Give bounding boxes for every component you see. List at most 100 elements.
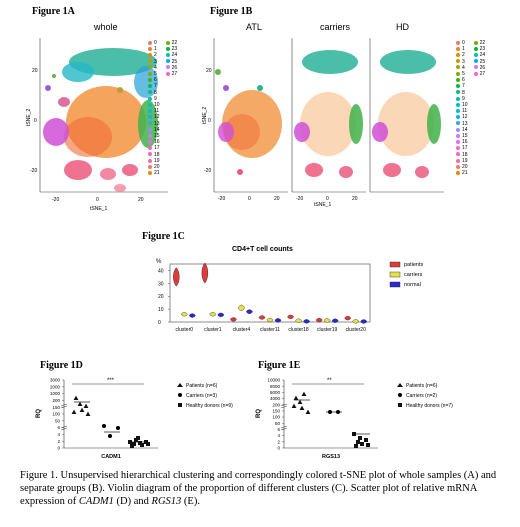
legend-label: 16: [462, 139, 468, 146]
legend-label: 25: [479, 58, 486, 65]
legend-dot: [148, 90, 152, 95]
legend-label: 14: [154, 126, 160, 133]
violin-shape-normal: [360, 319, 367, 324]
scatter-point-carrier: [108, 434, 112, 438]
legend-entry: 2: [148, 52, 160, 58]
legend-label: 6: [462, 77, 465, 84]
violin-category-label: cluster11: [260, 327, 280, 333]
fig1a-legend: 0 1 2 3 4 5 6 7 8 9 10 11 12 13 14 15 16 17 18 19 20 21 22 23 2…: [148, 40, 177, 176]
violin-shape-patients: [173, 267, 180, 287]
scatter-ytick-label: 150: [272, 409, 280, 414]
violin-ylabel: %: [156, 259, 162, 265]
scatter-point-patient: [71, 409, 77, 414]
fig1a-tsne-plot: tSNE_2 tSNE_1 -20 0 20 20 0 -20: [26, 38, 168, 212]
legend-label: 25: [171, 58, 178, 65]
legend-entry: 1: [148, 46, 160, 52]
fig1b-title-hd: HD: [396, 22, 409, 32]
legend-label: 27: [171, 71, 178, 78]
scatter-ytick-label: 4000: [270, 396, 281, 401]
caption-text-2: (D) and: [113, 496, 152, 507]
violin-shape-carriers: [323, 318, 331, 323]
fig1a-label: Figure 1A: [32, 6, 75, 17]
scatter-point-donor: [356, 440, 360, 444]
legend-dot: [456, 71, 460, 76]
legend-label: 14: [462, 126, 468, 133]
legend-entry: 23: [165, 46, 177, 52]
legend-dot: [473, 65, 478, 70]
fig1b-xtick: -20: [218, 196, 225, 202]
legend-label: 20: [462, 164, 468, 171]
legend-dot: [165, 46, 170, 51]
legend-entry: 16: [148, 139, 160, 145]
violin-shape-carriers: [238, 304, 245, 311]
legend-label: 18: [462, 151, 468, 158]
fig1b-xtick: -20: [296, 196, 303, 202]
scatter-point-donor: [136, 436, 140, 440]
legend-label: 2: [154, 52, 157, 59]
scatter-axis-break: [280, 425, 288, 431]
fig1a-title: whole: [94, 22, 118, 32]
legend-entry: 9: [148, 96, 160, 102]
legend-dot: [456, 59, 460, 64]
legend-label: 8: [462, 89, 465, 96]
fig1c-violin-plot: % 40 30 20 10 0 cluster0 cluster1 cluster4 cluste…: [156, 259, 424, 333]
fig1a-ytick: 20: [32, 68, 38, 74]
scatter-point-patient: [291, 403, 297, 408]
fig1b-xtick: 20: [274, 196, 280, 202]
legend-dot: [165, 59, 170, 64]
legend-entry: 21: [456, 170, 468, 176]
legend-entry: 12: [148, 114, 160, 120]
legend-dot: [456, 152, 460, 157]
legend-label: 13: [154, 120, 160, 127]
scatter-point-patient: [299, 405, 305, 410]
legend-dot: [456, 46, 460, 51]
legend-dot: [473, 59, 478, 64]
violin-ytick-label: 40: [158, 268, 164, 274]
legend-entry: 21: [148, 170, 160, 176]
legend-dot: [456, 158, 460, 163]
legend-label: 19: [462, 157, 468, 164]
violin-category-label: cluster18: [288, 327, 309, 333]
legend-entry: 24: [473, 52, 485, 58]
legend-label: 13: [462, 120, 468, 127]
scatter-ytick-label: 100: [272, 415, 280, 420]
legend-dot: [456, 53, 460, 58]
legend-entry: 2: [456, 52, 468, 58]
legend-entry: 13: [456, 121, 468, 127]
legend-entry: 23: [473, 46, 485, 52]
scatter-ytick-label: 200: [52, 398, 60, 403]
legend-entry: 24: [165, 52, 178, 59]
violin-category-label: cluster1: [204, 327, 222, 333]
legend-label: 7: [462, 83, 465, 90]
legend-entry: 18: [148, 152, 160, 158]
legend-dot: [148, 71, 152, 76]
legend-label: 24: [171, 52, 178, 59]
legend-dot: [148, 133, 152, 138]
violin-frame: [169, 263, 371, 323]
legend-label: 21: [154, 170, 160, 177]
legend-entry: 14: [148, 127, 160, 133]
fig1b-ytick: 0: [208, 118, 211, 124]
legend-dot: [473, 53, 478, 58]
violin-shape-patients: [315, 317, 323, 323]
violin-shape-normal: [217, 312, 225, 318]
legend-label: 0: [154, 40, 157, 46]
legend-label: 18: [154, 151, 160, 158]
legend-entry: 27: [473, 71, 485, 77]
scatter-point-patient: [73, 395, 79, 400]
fig1b-carriers-panel: [291, 38, 366, 193]
scatter-ytick-label: 4: [277, 433, 280, 438]
legend-dot: [148, 96, 152, 101]
legend-label: 21: [462, 170, 468, 177]
legend-label: 16: [154, 139, 160, 146]
scatter-ytick-label: 2000: [50, 384, 61, 389]
violin-shape-patients: [287, 314, 294, 320]
scatter-significance: **: [327, 378, 332, 384]
scatter-legend-marker: [177, 383, 183, 387]
scatter-ytick-label: 100: [52, 412, 60, 417]
fig1a-xtick: 0: [96, 197, 99, 203]
violin-shape-carriers: [181, 312, 188, 317]
scatter-axis-break: [280, 403, 288, 409]
scatter-point-patient: [83, 403, 89, 408]
